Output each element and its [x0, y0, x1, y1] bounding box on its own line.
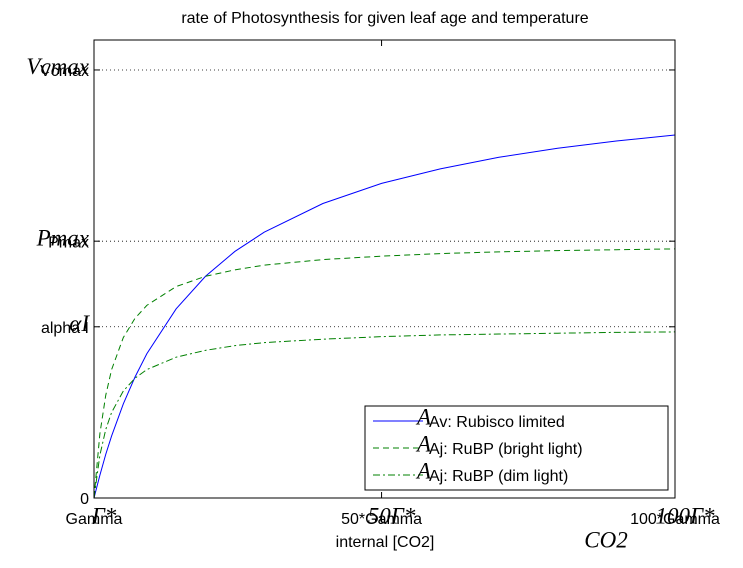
- axes-box: [93, 39, 676, 499]
- x-tick-label-tex: Γ*: [91, 503, 117, 528]
- chart-title: rate of Photosynthesis for given leaf ag…: [181, 10, 588, 27]
- y-tick-label-tex: Pmax: [36, 225, 90, 250]
- x-tick-label-tex: 100Γ*: [655, 503, 715, 528]
- series-line: [93, 248, 676, 499]
- legend-label-tex: A: [415, 458, 432, 483]
- x-tick-label: Gamma: [66, 511, 123, 528]
- series-line: [93, 331, 676, 499]
- legend-label: Av: Rubisco limited: [429, 414, 565, 431]
- series-line: [93, 134, 676, 499]
- y-tick-label: Vcmax: [40, 63, 89, 80]
- y-tick-label: Pmax: [48, 234, 89, 251]
- y-tick-label-tex: αI: [69, 311, 90, 336]
- legend-label: Aj: RuBP (bright light): [429, 441, 583, 458]
- legend-label: Aj: RuBP (dim light): [429, 468, 568, 485]
- x-axis-label: internal [CO2]: [336, 534, 435, 551]
- x-axis-label-tex: CO2: [584, 527, 627, 552]
- x-tick-label-tex: 50Γ*: [368, 503, 416, 528]
- y-tick-label-tex: Vcmax: [26, 54, 89, 79]
- x-tick-label: 100*Gamma: [630, 511, 720, 528]
- legend-label-tex: A: [415, 404, 432, 429]
- x-tick-label: 50*Gamma: [341, 511, 422, 528]
- y-tick-label: 0: [80, 491, 89, 508]
- legend-label-tex: A: [415, 431, 432, 456]
- y-tick-label: alpha I: [41, 320, 89, 337]
